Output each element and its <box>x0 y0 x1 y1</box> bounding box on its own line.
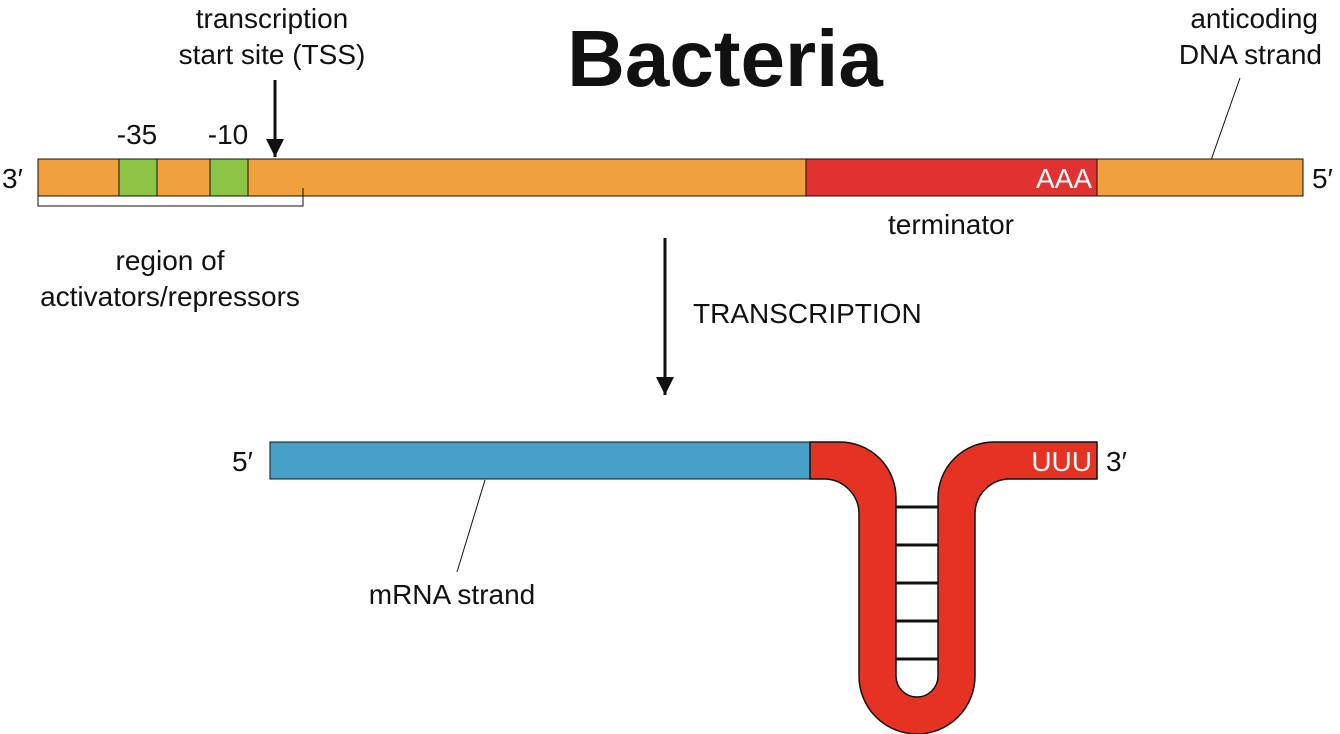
terminator-label: terminator <box>888 209 1014 240</box>
minus-35-box <box>118 158 158 197</box>
minus-35-label: -35 <box>117 119 157 150</box>
regulatory-region-bracket <box>37 188 304 207</box>
strand-label-line1: anticoding <box>1190 3 1318 34</box>
strand-label-line2: DNA strand <box>1179 39 1322 70</box>
terminator-region <box>805 158 1098 197</box>
mrna-5-prime-end: 5′ <box>232 446 253 477</box>
mrna-hairpin <box>809 441 1098 734</box>
hairpin-base-pairs <box>896 505 938 661</box>
mrna-coding-bar <box>269 441 811 480</box>
diagram-title: Bacteria <box>567 14 883 103</box>
mrna-strand-label: mRNA strand <box>369 579 536 610</box>
region-label-line1: region of <box>116 245 225 276</box>
dna-5-prime-end: 5′ <box>1312 163 1333 194</box>
minus-10-label: -10 <box>208 119 248 150</box>
mrna-uuu-text: UUU <box>1031 446 1092 477</box>
strand-pointer-line <box>1209 77 1241 164</box>
region-label-line2: activators/repressors <box>40 281 300 312</box>
transcription-label: TRANSCRIPTION <box>693 298 922 329</box>
tss-label-line1: transcription <box>196 3 349 34</box>
tss-label-line2: start site (TSS) <box>179 39 366 70</box>
dna-3-prime-end: 3′ <box>2 163 23 194</box>
mrna-pointer-line <box>456 479 486 573</box>
minus-10-box <box>209 158 249 197</box>
terminator-aaa-text: AAA <box>1036 163 1092 194</box>
mrna-3-prime-end: 3′ <box>1106 446 1127 477</box>
